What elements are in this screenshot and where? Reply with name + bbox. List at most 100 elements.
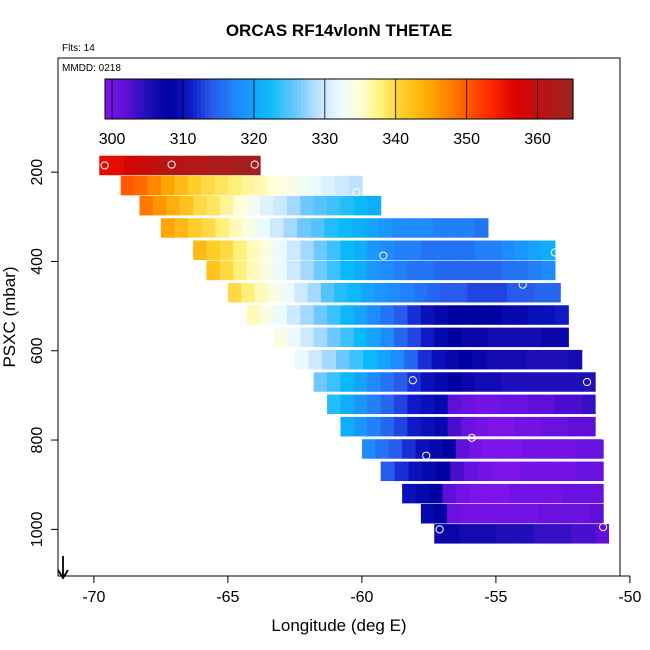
heatmap-cell [458,349,474,370]
heatmap-cell [434,524,448,544]
heatmap-cell [360,282,375,303]
heatmap-cell [160,218,176,238]
heatmap-cell [440,282,455,303]
heatmap-cell [581,394,596,415]
heatmap-cell [233,240,248,261]
heatmap-cell [407,305,422,325]
heatmap-cell [417,349,433,370]
heatmap-cell [511,503,526,524]
colorbar-swatch [521,79,526,119]
heatmap-cell [427,282,442,303]
marker-circle [550,248,559,257]
heatmap-cell [134,175,149,196]
colorbar-frame [104,78,574,120]
heatmap-cell [541,372,556,392]
heatmap-cell [367,195,382,216]
heatmap-cell [201,218,216,238]
heatmap-cell [499,349,514,370]
colorbar-swatch [277,79,282,119]
heatmap-cell [554,394,569,415]
heatmap-cell [496,524,510,544]
heatmap-cell [286,327,301,348]
heatmap-cell [351,218,366,238]
colorbar-swatch [177,79,182,119]
heatmap-cell [260,305,275,325]
heatmap-cell [367,394,382,415]
heatmap-cell [491,461,507,482]
heatmap-cell [446,503,461,524]
heatmap-cell [367,240,382,261]
heatmap-cell [561,461,576,482]
heatmap-cell [486,349,501,370]
colorbar-swatch [513,79,518,119]
heatmap-cell [407,416,422,437]
heatmap-cell [120,175,135,196]
heatmap-cell [428,483,443,504]
colorbar-swatch [385,79,390,119]
heatmap-cell [528,394,543,415]
marker-circle [250,160,259,169]
heatmap-cell [464,461,479,482]
heatmap-cell [394,372,409,392]
colorbar-swatch [453,79,458,119]
heatmap-cell [460,218,475,238]
heatmap-cell [554,349,569,370]
heatmap-cell [348,175,363,196]
colorbar-swatch [473,79,478,119]
heatmap-cell [340,372,355,392]
heatmap-cell [324,218,339,238]
colorbar-swatch [365,79,370,119]
heatmap-cell [320,282,335,303]
heatmap-cell [554,327,569,348]
heatmap-cell [246,240,261,261]
heatmap-cell [340,305,355,325]
heatmap-cell [335,349,351,370]
heatmap-cell [380,394,395,415]
colorbar-swatch [529,79,534,119]
heatmap-cell [308,349,323,370]
heatmap-cell [536,439,551,459]
heatmap-cell [581,372,596,392]
heatmap-cell [447,372,462,392]
colorbar-swatch [557,79,562,119]
heatmap-cell [568,394,583,415]
heatmap-cell [193,240,208,261]
heatmap-cell [308,175,323,196]
colorbar-swatch [333,79,338,119]
heatmap-cell [459,524,473,544]
heatmap-cell [402,483,417,504]
colorbar-swatch [145,79,150,119]
colorbar-swatch [249,79,254,119]
heatmap-cell [375,439,390,459]
heatmap-cell [215,218,230,238]
heatmap-cell [501,372,516,392]
heatmap-cell [307,282,322,303]
colorbar-swatch [289,79,294,119]
marker-circle [599,431,608,440]
heatmap-cell [577,503,591,524]
colorbar-swatch [229,79,234,119]
heatmap-cell [160,175,175,196]
heatmap-cell [380,372,395,392]
heatmap-cell [415,483,430,504]
heatmap-cell [161,155,175,176]
colorbar-swatch [233,79,238,119]
heatmap-cell [472,503,487,524]
heatmap-cell [546,524,560,544]
heatmap-cell [310,218,325,238]
heatmap-cell [527,349,542,370]
heatmap-cells [99,155,610,544]
heatmap-cell [219,195,234,216]
heatmap-cell [404,349,419,370]
heatmap-cell [436,461,451,482]
heatmap-cell [508,524,522,544]
heatmap-cell [447,394,462,415]
heatmap-cell [422,461,437,482]
heatmap-cell [210,155,224,176]
colorbar-swatch [369,79,374,119]
colorbar-swatch [485,79,490,119]
colorbar-swatch [213,79,218,119]
heatmap-cell [300,240,315,261]
heatmap-cell [533,282,548,303]
heatmap-cell [522,439,537,459]
